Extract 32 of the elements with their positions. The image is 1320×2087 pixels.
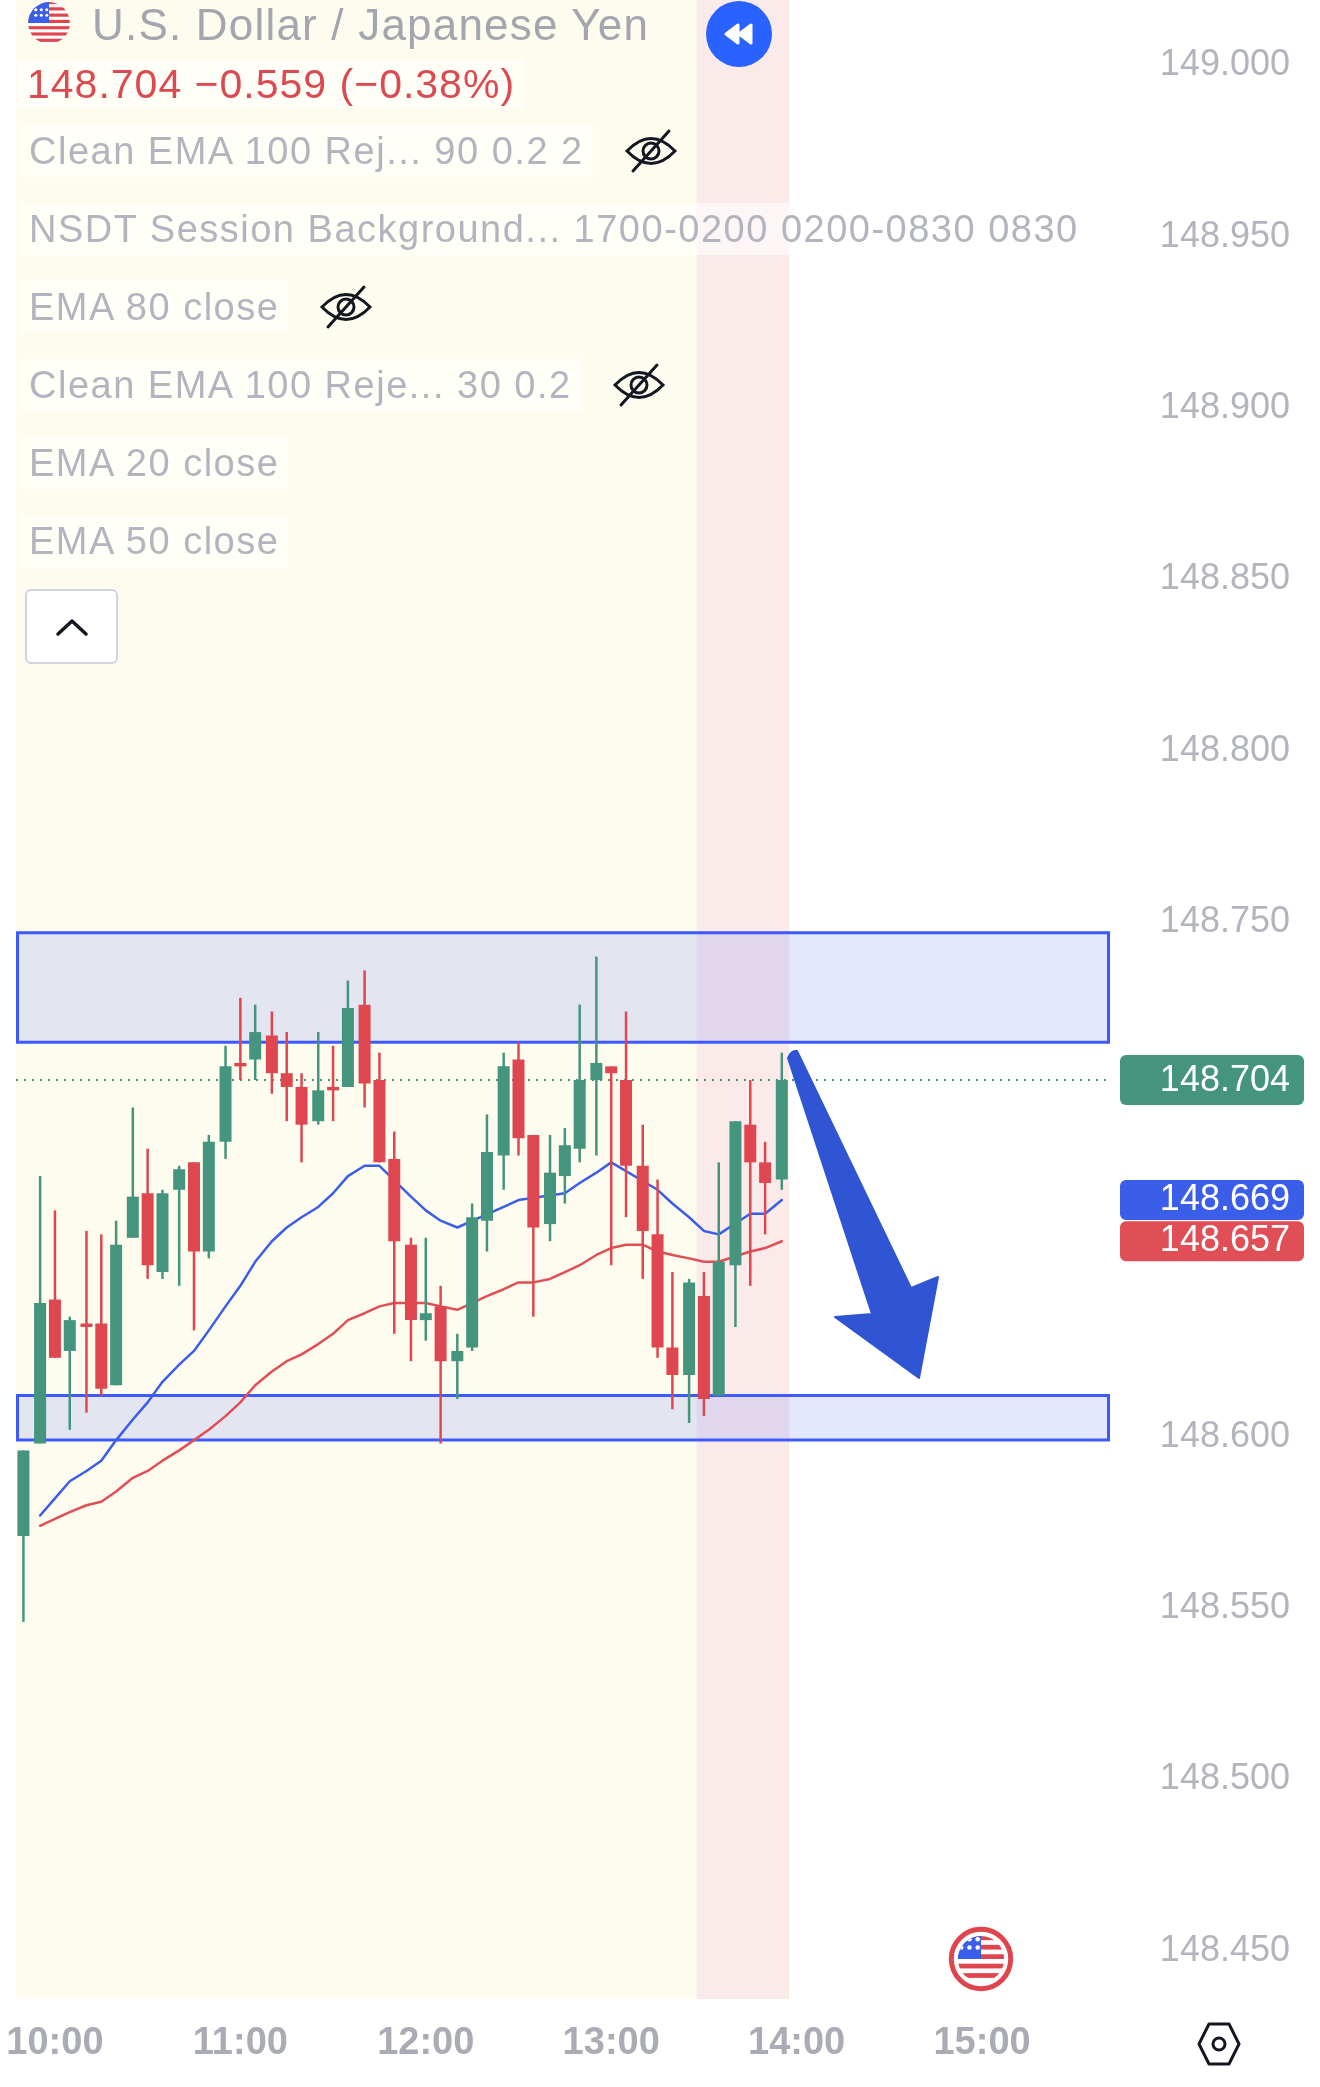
y-tick-label: 148.657 <box>1159 1218 1290 1260</box>
x-tick-label: 14:00 <box>748 2020 846 2063</box>
y-tick-label: 148.850 <box>1159 556 1290 598</box>
y-tick-label: 149.000 <box>1159 42 1290 84</box>
annotation: EMA 20 close <box>20 437 289 489</box>
annotation: Clean EMA 100 Rej... 90 0.2 2 <box>20 125 593 177</box>
candlestick <box>759 1140 772 1236</box>
candlestick <box>173 1164 186 1288</box>
ref-line-label: 148.704 <box>1159 1058 1290 1099</box>
x-tick-label: 15:00 <box>933 2020 1031 2063</box>
y-tick-label: 148.750 <box>1159 899 1290 941</box>
annotation: EMA 50 close <box>20 515 289 567</box>
annotation: NSDT Session Background... 1700-0200 0200-0830 0830 <box>20 203 1088 255</box>
x-tick-label: 13:00 <box>562 2020 660 2063</box>
text: 148.704 −0.559 (−0.38%) <box>18 60 525 108</box>
candlestick <box>280 1030 293 1123</box>
y-tick-label: 148.950 <box>1159 213 1290 255</box>
y-tick-label: 148.900 <box>1159 384 1290 426</box>
candlestick <box>419 1236 432 1342</box>
x-tick-label: 12:00 <box>377 2020 475 2063</box>
annotation: EMA 80 close <box>20 281 289 333</box>
candlestick <box>451 1332 464 1401</box>
y-tick-label: 148.450 <box>1159 1927 1290 1969</box>
y-tick-label: 148.800 <box>1159 727 1290 769</box>
x-tick-label: 11:00 <box>192 2020 288 2063</box>
y-tick-label: 148.600 <box>1159 1413 1290 1455</box>
annotation: Clean EMA 100 Reje... 30 0.2 <box>20 359 581 411</box>
y-tick-label: 148.500 <box>1159 1756 1290 1798</box>
x-tick-label: 10:00 <box>6 2020 104 2063</box>
chart-title: U.S. Dollar / Japanese Yen <box>92 0 650 49</box>
y-tick-label: 148.550 <box>1159 1585 1290 1627</box>
y-tick-label: 148.669 <box>1159 1177 1290 1219</box>
